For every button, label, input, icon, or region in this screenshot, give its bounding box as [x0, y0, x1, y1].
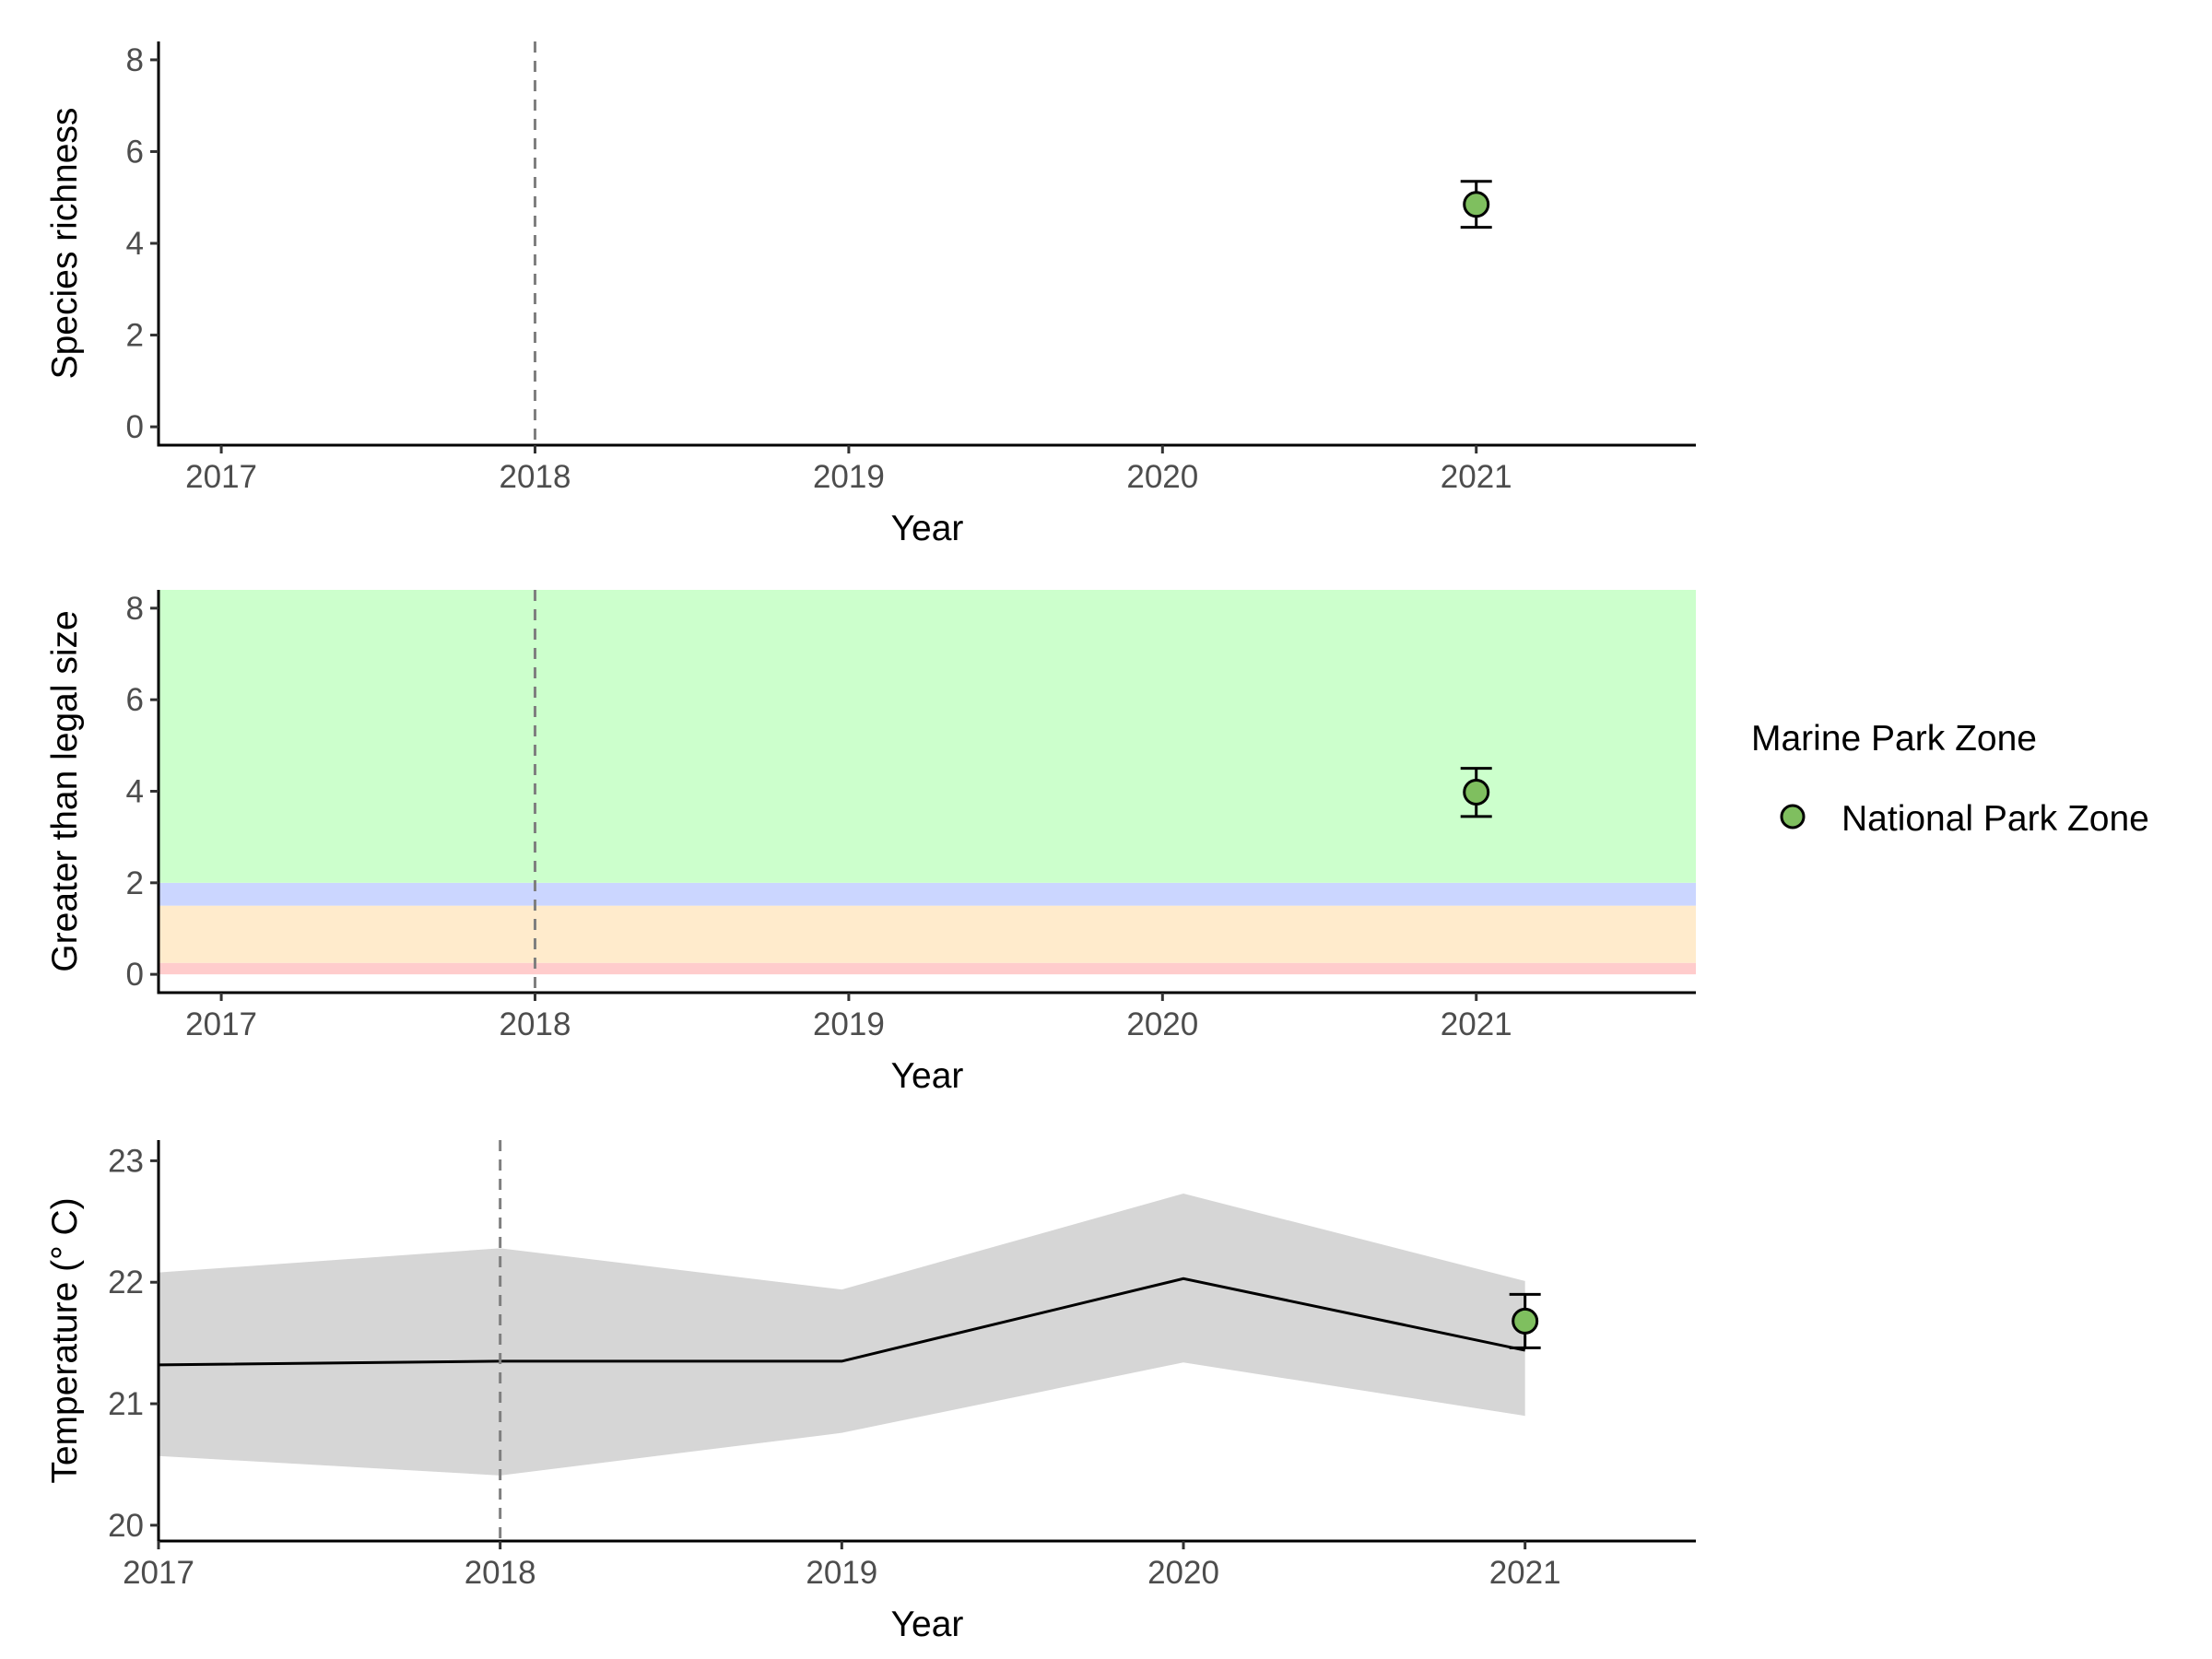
- y-tick-label: 6: [126, 682, 144, 718]
- y-tick-label: 0: [126, 409, 144, 445]
- y-tick-label: 0: [126, 957, 144, 993]
- y-tick-label: 2: [126, 865, 144, 901]
- x-axis-title: Year: [891, 509, 964, 548]
- legend-key-point: [1780, 804, 1806, 830]
- legend-title: Marine Park Zone: [1751, 719, 2037, 759]
- chart-panel-2: 0 2 4 6 8 2017 2018 2019 2020 2021 Year Greater tha…: [45, 590, 1696, 1096]
- x-tick-label: 2020: [1147, 1555, 1219, 1591]
- confidence-ribbon: [159, 1194, 1525, 1476]
- y-tick-label: 20: [108, 1508, 144, 1544]
- x-tick-label: 2018: [500, 459, 571, 495]
- y-tick-label: 8: [126, 591, 144, 627]
- y-axis-title: Species richness: [45, 108, 85, 380]
- x-tick-label: 2018: [465, 1555, 536, 1591]
- x-tick-label: 2020: [1126, 459, 1198, 495]
- legend: Marine Park Zone National Park Zone: [1751, 719, 2149, 839]
- trend-line: [158, 1277, 1525, 1367]
- x-axis-title: Year: [891, 1605, 964, 1644]
- y-tick-label: 4: [126, 774, 144, 810]
- x-tick-label: 2019: [806, 1555, 877, 1591]
- x-axis-title: Year: [891, 1056, 964, 1096]
- y-tick-label: 6: [126, 134, 144, 170]
- x-tick-label: 2018: [500, 1006, 571, 1042]
- background-band-1: [159, 962, 1696, 975]
- y-tick-label: 22: [108, 1265, 144, 1300]
- x-tick-label: 2019: [813, 1006, 885, 1042]
- background-band-4: [159, 590, 1696, 883]
- y-tick-label: 21: [108, 1386, 144, 1422]
- x-tick-label: 2021: [1489, 1555, 1561, 1591]
- x-tick-label: 2017: [185, 1006, 257, 1042]
- x-tick-label: 2021: [1441, 459, 1512, 495]
- data-point: [1463, 191, 1490, 218]
- y-tick-label: 8: [126, 42, 144, 78]
- background-band-2: [159, 905, 1696, 963]
- y-tick-label: 2: [126, 318, 144, 354]
- legend-item-label: National Park Zone: [1841, 799, 2149, 839]
- x-tick-label: 2021: [1441, 1006, 1512, 1042]
- x-tick-label: 2017: [123, 1555, 194, 1591]
- y-axis-title: Temperature (° C): [45, 1197, 85, 1483]
- x-tick-label: 2019: [813, 459, 885, 495]
- x-tick-label: 2017: [185, 459, 257, 495]
- y-tick-label: 4: [126, 226, 144, 262]
- y-tick-label: 23: [108, 1143, 144, 1179]
- background-band-3: [159, 882, 1696, 906]
- x-tick-label: 2020: [1126, 1006, 1198, 1042]
- chart-panel-1: 0 2 4 6 8 2017 2018 2019 2020 2021 Year Species ric…: [45, 41, 1696, 548]
- data-point: [1463, 778, 1490, 806]
- y-axis-title: Greater than legal size: [45, 610, 85, 971]
- data-point: [1512, 1307, 1539, 1335]
